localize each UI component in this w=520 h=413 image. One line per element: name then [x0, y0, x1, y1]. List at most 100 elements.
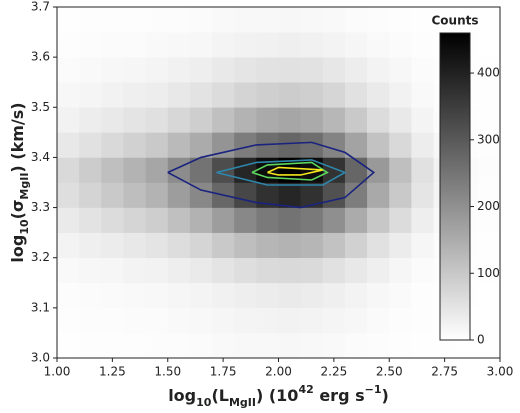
- cell: [234, 232, 257, 259]
- cell: [145, 132, 169, 158]
- cell: [212, 232, 235, 259]
- cell: [167, 232, 191, 259]
- cell: [234, 307, 257, 334]
- cell: [411, 207, 434, 233]
- cell: [79, 82, 102, 108]
- cell: [189, 132, 213, 158]
- x-tick-label: 3.00: [487, 365, 514, 379]
- cell: [167, 7, 191, 33]
- cell: [256, 7, 279, 33]
- cell: [300, 182, 324, 208]
- cell: [411, 282, 434, 309]
- y-tick-label: 3.0: [31, 351, 50, 365]
- cell: [57, 132, 80, 158]
- cell: [79, 57, 102, 83]
- cell: [278, 132, 301, 158]
- colorbar: [439, 32, 471, 341]
- label-part: log: [168, 386, 196, 405]
- cell: [57, 257, 80, 284]
- cell: [344, 207, 368, 233]
- x-tick-label: 2.00: [265, 365, 292, 379]
- cell: [167, 207, 191, 233]
- cell: [389, 57, 412, 83]
- cell: [344, 157, 368, 183]
- cell: [79, 107, 102, 133]
- cell: [79, 332, 102, 359]
- cell: [389, 282, 412, 309]
- cell: [101, 57, 124, 83]
- cell: [256, 207, 279, 233]
- cell: [278, 32, 301, 58]
- cell: [123, 132, 146, 158]
- cell: [79, 232, 102, 259]
- cell: [79, 182, 102, 208]
- cell: [123, 232, 146, 259]
- cell: [57, 282, 80, 309]
- cell: [57, 307, 80, 334]
- cell: [344, 7, 368, 33]
- cell: [411, 82, 434, 108]
- cell: [344, 332, 368, 359]
- cell: [101, 182, 124, 208]
- cell: [167, 132, 191, 158]
- cell: [300, 132, 324, 158]
- cell: [123, 282, 146, 309]
- cell: [189, 32, 213, 58]
- cell: [411, 307, 434, 334]
- cell: [145, 82, 169, 108]
- cell: [101, 32, 124, 58]
- cell: [389, 157, 412, 183]
- cell: [278, 182, 301, 208]
- cell: [79, 257, 102, 284]
- cell: [212, 82, 235, 108]
- cell: [344, 107, 368, 133]
- cell: [300, 207, 324, 233]
- cell: [123, 32, 146, 58]
- cell: [389, 7, 412, 33]
- cell: [344, 232, 368, 259]
- cell: [79, 32, 102, 58]
- cell: [278, 257, 301, 284]
- cell: [123, 82, 146, 108]
- cell: [300, 107, 324, 133]
- x-tick-label: 2.75: [431, 365, 458, 379]
- cell: [189, 282, 213, 309]
- cell: [256, 57, 279, 83]
- cell: [79, 282, 102, 309]
- cell: [411, 107, 434, 133]
- cell: [367, 257, 390, 284]
- cell: [300, 82, 324, 108]
- cell: [212, 107, 235, 133]
- cell: [212, 7, 235, 33]
- label-part: −1: [365, 383, 382, 396]
- y-tick-label: 3.3: [31, 200, 50, 214]
- cell: [322, 132, 346, 158]
- cell: [123, 332, 146, 359]
- cell: [57, 182, 80, 208]
- cell: [455, 7, 479, 33]
- cell: [389, 32, 412, 58]
- cell: [167, 57, 191, 83]
- cell: [145, 257, 169, 284]
- cell: [234, 257, 257, 284]
- y-axis-label: log10(σMgII) (km/s): [8, 102, 31, 262]
- cell: [389, 107, 412, 133]
- x-tick-label: 1.25: [99, 365, 126, 379]
- cell: [389, 257, 412, 284]
- cell: [123, 257, 146, 284]
- cell: [300, 32, 324, 58]
- cell: [389, 332, 412, 359]
- cell: [57, 332, 80, 359]
- cell: [57, 157, 80, 183]
- y-tick-label: 3.5: [31, 100, 50, 114]
- cell: [367, 107, 390, 133]
- label-part: ) (10: [256, 386, 298, 405]
- cell: [256, 257, 279, 284]
- cell: [167, 82, 191, 108]
- cell: [189, 7, 213, 33]
- cell: [57, 7, 80, 33]
- cell: [234, 57, 257, 83]
- cell: [367, 57, 390, 83]
- cell: [189, 82, 213, 108]
- cell: [367, 282, 390, 309]
